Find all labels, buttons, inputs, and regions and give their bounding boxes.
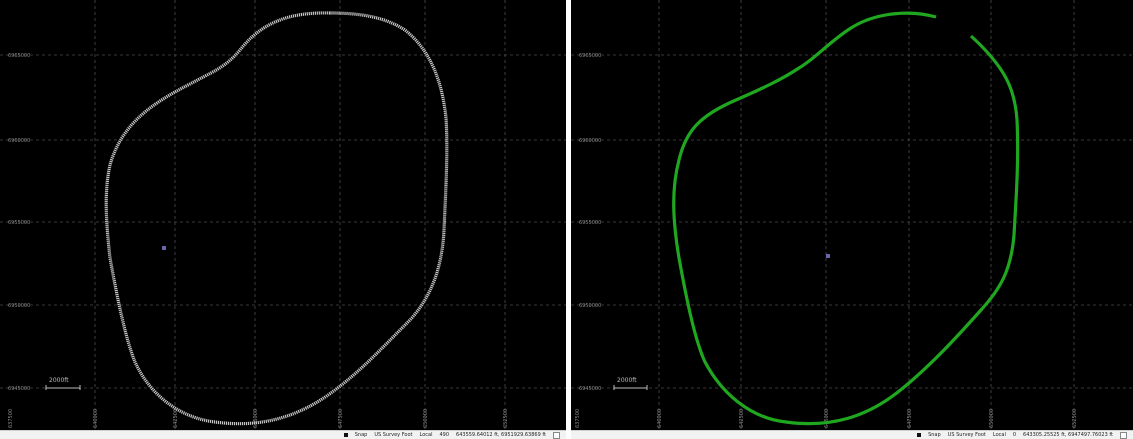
- grid-lines: [571, 0, 1133, 431]
- x-axis-label: 640000: [93, 409, 99, 428]
- center-point-marker: [826, 254, 830, 258]
- x-axis-label: 640000: [657, 409, 663, 428]
- x-axis-label: 645000: [253, 409, 259, 428]
- snap-label[interactable]: Snap: [928, 432, 941, 438]
- grid-lines: [0, 0, 566, 431]
- y-axis-label: 6960000: [579, 138, 601, 144]
- center-point-marker: [162, 246, 166, 250]
- alignment-path-open[interactable]: [672, 11, 1020, 426]
- map-canvas-left[interactable]: 6965000 6960000 6955000 6950000 6945000 …: [0, 0, 566, 431]
- pane-divider[interactable]: [566, 0, 571, 439]
- x-axis-labels: 637500 640000 642500 645000 647500 65000…: [8, 409, 509, 428]
- map-viewport-left[interactable]: 6965000 6960000 6955000 6950000 6945000 …: [0, 0, 566, 439]
- x-axis-label: 642500: [173, 409, 179, 428]
- y-axis-label: 6950000: [579, 303, 601, 309]
- x-axis-label: 647500: [338, 409, 344, 428]
- snap-label[interactable]: Snap: [354, 432, 368, 438]
- scale-bar-label: 2000ft: [617, 377, 637, 384]
- y-axis-label: 6945000: [579, 386, 601, 392]
- angle-readout: 0: [1012, 432, 1017, 438]
- y-axis-labels: 6965000 6960000 6955000 6950000 6945000: [8, 53, 30, 392]
- alignment-path[interactable]: [104, 11, 449, 426]
- scale-bar: 2000ft: [613, 377, 648, 390]
- x-axis-label: 652500: [1072, 409, 1078, 428]
- scale-bar: 2000ft: [45, 377, 81, 390]
- snap-toggle-icon[interactable]: [917, 433, 922, 437]
- x-axis-label: 650000: [989, 409, 995, 428]
- units-label: US Survey Foot: [947, 432, 986, 438]
- x-axis-labels: 637500 640000 642500 645000 647500 65000…: [575, 409, 1078, 428]
- x-axis-label: 642500: [739, 409, 745, 428]
- y-axis-label: 6965000: [579, 53, 601, 59]
- y-axis-label: 6965000: [8, 53, 30, 59]
- map-viewport-right[interactable]: 6965000 6960000 6955000 6950000 6945000 …: [571, 0, 1133, 439]
- x-axis-label: 650000: [423, 409, 429, 428]
- y-axis-label: 6955000: [579, 220, 601, 226]
- y-axis-labels: 6965000 6960000 6955000 6950000 6945000: [579, 53, 601, 392]
- units-label: US Survey Foot: [374, 432, 413, 438]
- snap-toggle-icon[interactable]: [343, 433, 348, 437]
- local-label: Local: [992, 432, 1006, 438]
- status-bar: Snap US Survey Foot Local 490 643559.640…: [0, 430, 566, 439]
- y-axis-label: 6960000: [8, 138, 30, 144]
- resize-grip-icon[interactable]: [553, 432, 560, 439]
- y-axis-label: 6950000: [8, 303, 30, 309]
- coordinate-readout: 643559.64012 ft, 6951929.63869 ft: [456, 432, 546, 438]
- y-axis-label: 6945000: [8, 386, 30, 392]
- local-label: Local: [419, 432, 433, 438]
- x-axis-label: 637500: [8, 409, 14, 428]
- angle-readout: 490: [439, 432, 450, 438]
- x-axis-label: 652500: [503, 409, 509, 428]
- y-axis-label: 6955000: [8, 220, 30, 226]
- x-axis-label: 637500: [575, 409, 581, 428]
- x-axis-label: 645000: [824, 409, 830, 428]
- x-axis-label: 647500: [907, 409, 913, 428]
- coordinate-readout: 643305.25525 ft, 6947497.76023 ft: [1023, 432, 1113, 438]
- scale-bar-label: 2000ft: [49, 377, 69, 384]
- resize-grip-icon[interactable]: [1120, 432, 1127, 439]
- status-bar: Snap US Survey Foot Local 0 643305.25525…: [571, 430, 1133, 439]
- map-canvas-right[interactable]: 6965000 6960000 6955000 6950000 6945000 …: [571, 0, 1133, 431]
